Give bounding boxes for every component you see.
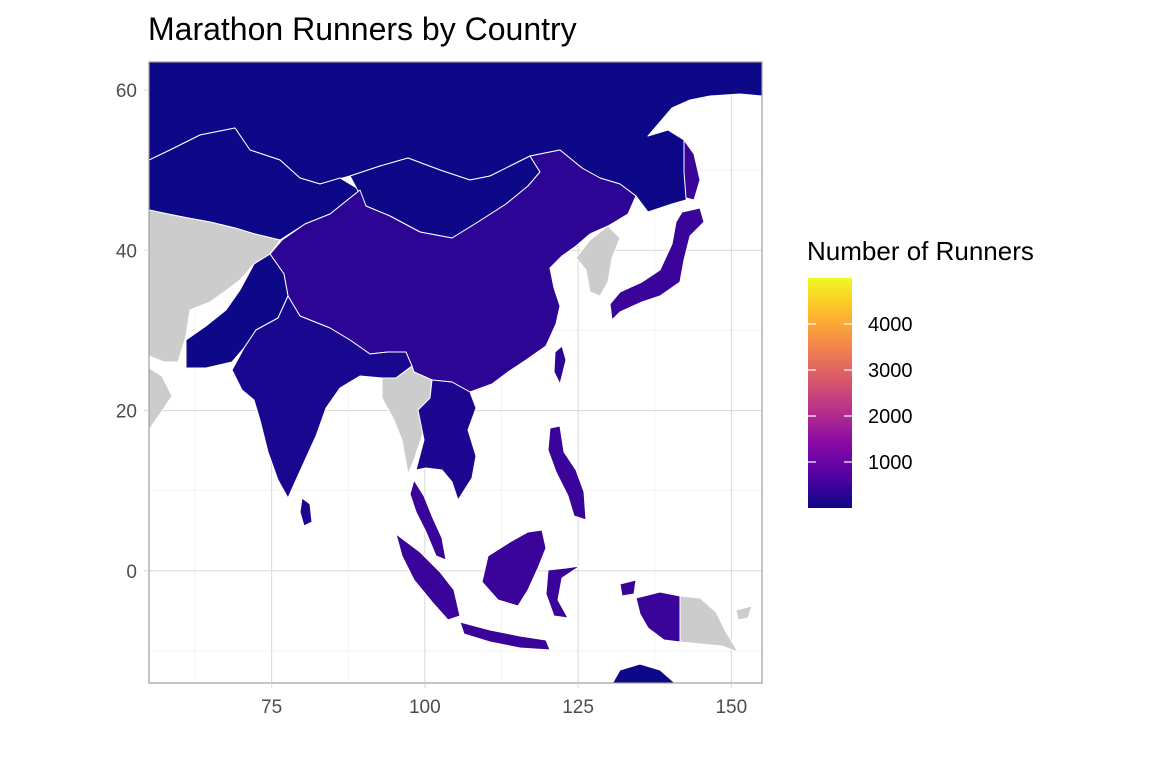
region-pakistan [185, 253, 289, 369]
axis-ticks: 75 100 125 150 0 20 40 60 [116, 81, 747, 718]
region-papua-indonesia [635, 591, 681, 643]
map-title: Marathon Runners by Country [148, 11, 577, 47]
region-japan-hokkaido [683, 139, 701, 201]
legend-tick-label: 2000 [868, 406, 913, 428]
region-india [231, 295, 413, 499]
region-central-asia-no-data [149, 209, 281, 363]
legend-title: Number of Runners [807, 236, 1034, 266]
x-tick-label: 150 [715, 697, 747, 718]
y-tick-label: 40 [116, 241, 137, 262]
legend-colorbar [808, 278, 852, 508]
region-indochina [415, 379, 477, 501]
color-legend: Number of Runners 1000 2000 3000 4000 [807, 236, 1034, 508]
legend-tick-label: 3000 [868, 360, 913, 382]
region-japan [609, 207, 705, 321]
x-tick-label: 125 [562, 697, 594, 718]
map-layer [149, 62, 762, 683]
region-oman-no-data [149, 367, 173, 431]
region-sri-lanka [299, 497, 313, 527]
region-sumatra [395, 533, 461, 621]
legend-ticks: 1000 2000 3000 4000 [808, 314, 913, 474]
region-papua-new-guinea [679, 595, 739, 653]
y-tick-label: 20 [116, 402, 137, 423]
region-solomon-no-data [735, 605, 753, 621]
region-taiwan [553, 345, 567, 385]
region-moluccas [619, 579, 637, 597]
legend-tick-label: 1000 [868, 452, 913, 474]
panel-border [148, 61, 763, 684]
region-java [459, 621, 551, 651]
y-tick-label: 0 [126, 562, 137, 583]
legend-tick-label: 4000 [868, 314, 913, 336]
x-tick-label: 75 [261, 697, 282, 718]
region-philippines [547, 425, 587, 521]
region-korea [575, 225, 621, 297]
y-tick-label: 60 [116, 81, 137, 102]
region-borneo [481, 529, 547, 607]
region-sulawesi [545, 565, 581, 619]
region-malaysia-peninsula [409, 479, 447, 561]
region-australia-tip [611, 663, 676, 683]
x-tick-label: 100 [409, 697, 441, 718]
